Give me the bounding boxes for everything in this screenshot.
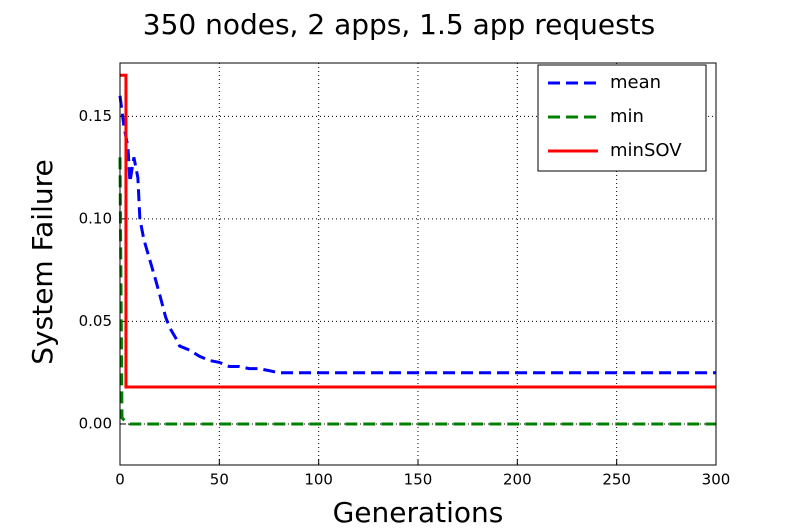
chart-title: 350 nodes, 2 apps, 1.5 app requests xyxy=(143,8,655,41)
y-tick-label: 0.00 xyxy=(79,414,112,432)
y-tick-label: 0.05 xyxy=(79,312,112,330)
legend-label: mean xyxy=(610,72,661,93)
series-line xyxy=(120,73,716,389)
plot-frame xyxy=(119,62,717,466)
x-tick-label: 300 xyxy=(702,471,731,489)
legend: mean min minSOV xyxy=(537,64,707,172)
y-tick-label: 0.10 xyxy=(79,209,112,227)
series-line xyxy=(118,95,716,375)
x-tick-label: 250 xyxy=(602,471,631,489)
x-tick-label: 100 xyxy=(304,471,333,489)
y-tick-label: 0.15 xyxy=(79,107,112,125)
x-tick-label: 150 xyxy=(404,471,433,489)
legend-label: min xyxy=(610,106,644,127)
x-tick-label: 50 xyxy=(210,471,229,489)
x-axis-label: Generations xyxy=(333,496,504,529)
series-line xyxy=(118,157,716,426)
x-tick-label: 200 xyxy=(503,471,532,489)
y-axis-label: System Failure xyxy=(26,159,59,364)
legend-label: minSOV xyxy=(610,140,682,161)
x-tick-label: 0 xyxy=(115,471,125,489)
